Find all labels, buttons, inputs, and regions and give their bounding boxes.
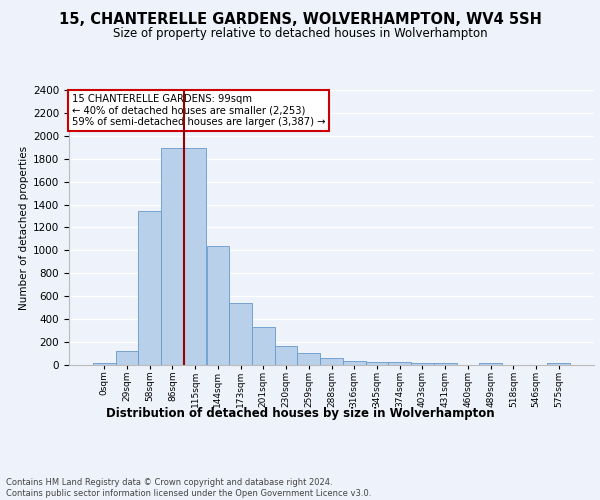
Bar	[343, 361, 365, 365]
Bar	[116, 350, 139, 365]
Y-axis label: Number of detached properties: Number of detached properties	[19, 146, 29, 310]
Bar	[252, 326, 275, 365]
Bar	[184, 148, 206, 365]
Text: 15, CHANTERELLE GARDENS, WOLVERHAMPTON, WV4 5SH: 15, CHANTERELLE GARDENS, WOLVERHAMPTON, …	[59, 12, 541, 28]
Bar	[206, 246, 229, 365]
Bar	[434, 364, 457, 365]
Text: Distribution of detached houses by size in Wolverhampton: Distribution of detached houses by size …	[106, 408, 494, 420]
Text: Size of property relative to detached houses in Wolverhampton: Size of property relative to detached ho…	[113, 28, 487, 40]
Bar	[320, 358, 343, 365]
Bar	[547, 362, 570, 365]
Bar	[388, 362, 411, 365]
Bar	[411, 362, 434, 365]
Bar	[365, 362, 388, 365]
Bar	[229, 303, 252, 365]
Text: 15 CHANTERELLE GARDENS: 99sqm
← 40% of detached houses are smaller (2,253)
59% o: 15 CHANTERELLE GARDENS: 99sqm ← 40% of d…	[71, 94, 325, 128]
Bar	[139, 212, 161, 365]
Bar	[479, 362, 502, 365]
Text: Contains HM Land Registry data © Crown copyright and database right 2024.
Contai: Contains HM Land Registry data © Crown c…	[6, 478, 371, 498]
Bar	[275, 346, 298, 365]
Bar	[161, 148, 184, 365]
Bar	[93, 364, 116, 365]
Bar	[298, 353, 320, 365]
